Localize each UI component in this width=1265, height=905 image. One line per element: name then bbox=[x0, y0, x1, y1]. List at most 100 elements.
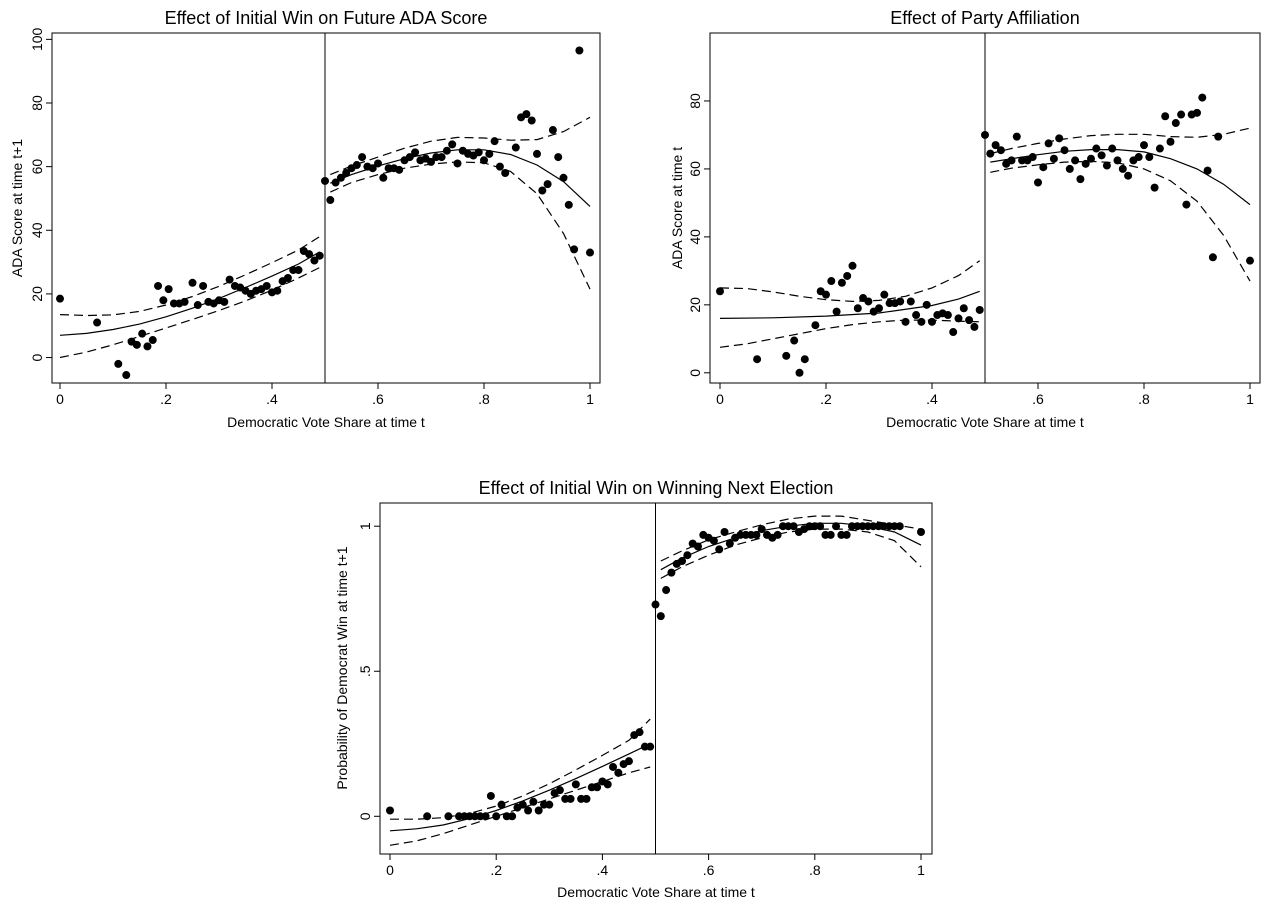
data-point bbox=[220, 297, 229, 306]
data-point bbox=[527, 116, 536, 125]
y-tick-label: .5 bbox=[357, 665, 373, 677]
data-point bbox=[427, 157, 435, 166]
data-point bbox=[538, 186, 547, 195]
ada-future-panel: Effect of Initial Win on Future ADA Scor… bbox=[9, 8, 601, 430]
y-tick-label: 80 bbox=[29, 95, 45, 111]
data-point bbox=[1049, 154, 1058, 163]
x-tick-label: 0 bbox=[716, 391, 724, 407]
data-point bbox=[448, 140, 457, 149]
data-point bbox=[1102, 161, 1111, 170]
data-point bbox=[1193, 108, 1201, 117]
data-point bbox=[368, 164, 377, 173]
data-point bbox=[912, 311, 921, 320]
confidence-band-line bbox=[719, 319, 980, 348]
confidence-band-line bbox=[59, 266, 320, 359]
data-point bbox=[832, 522, 841, 531]
data-point bbox=[837, 278, 846, 287]
data-point bbox=[1065, 164, 1074, 173]
data-point bbox=[656, 612, 665, 621]
data-point bbox=[154, 281, 163, 290]
data-point bbox=[928, 317, 936, 326]
x-tick-label: .4 bbox=[266, 391, 278, 407]
data-point bbox=[1150, 183, 1159, 192]
data-point bbox=[193, 301, 202, 310]
x-tick-label: 1 bbox=[1246, 391, 1254, 407]
win-next-election-panel: Effect of Initial Win on Winning Next El… bbox=[334, 478, 933, 900]
data-point bbox=[991, 141, 1000, 150]
data-point bbox=[996, 146, 1005, 155]
data-point bbox=[283, 274, 292, 282]
data-point bbox=[159, 296, 168, 305]
confidence-band-line bbox=[660, 528, 922, 579]
fit-line bbox=[59, 251, 320, 336]
y-axis-label: ADA Score at time t+1 bbox=[9, 139, 25, 277]
x-tick-label: .8 bbox=[478, 391, 490, 407]
data-point bbox=[1161, 112, 1170, 121]
data-point bbox=[326, 196, 335, 205]
x-tick-label: 0 bbox=[386, 862, 394, 878]
data-point bbox=[1034, 178, 1042, 187]
confidence-band-line bbox=[389, 766, 651, 846]
x-tick-label: .2 bbox=[490, 862, 502, 878]
fit-line bbox=[330, 149, 591, 207]
data-point bbox=[305, 250, 314, 259]
y-tick-label: 0 bbox=[357, 812, 373, 820]
data-point bbox=[614, 768, 623, 777]
data-point bbox=[114, 359, 123, 368]
data-point bbox=[782, 351, 791, 360]
data-point bbox=[1012, 132, 1021, 141]
x-tick-label: 1 bbox=[586, 391, 594, 407]
data-point bbox=[492, 812, 501, 821]
data-point bbox=[843, 271, 852, 280]
data-point bbox=[1134, 153, 1143, 162]
data-point bbox=[321, 176, 329, 185]
y-axis-label: ADA Score at time t bbox=[669, 147, 685, 269]
data-point bbox=[543, 180, 552, 189]
data-point bbox=[1246, 256, 1254, 265]
chart-title: Effect of Initial Win on Winning Next El… bbox=[479, 478, 834, 498]
data-point bbox=[715, 545, 724, 554]
data-point bbox=[571, 780, 580, 789]
data-point bbox=[374, 159, 382, 168]
y-tick-label: 1 bbox=[357, 522, 373, 530]
data-point bbox=[1198, 93, 1207, 102]
data-point bbox=[1208, 253, 1217, 262]
x-tick-label: .6 bbox=[372, 391, 384, 407]
data-point bbox=[917, 528, 925, 537]
x-tick-label: .8 bbox=[809, 862, 821, 878]
data-point bbox=[423, 812, 432, 821]
x-tick-label: .6 bbox=[1032, 391, 1044, 407]
data-point bbox=[555, 786, 564, 795]
data-point bbox=[646, 742, 655, 751]
data-point bbox=[795, 368, 804, 377]
data-point bbox=[1039, 163, 1048, 172]
confidence-band-line bbox=[719, 260, 981, 303]
data-point bbox=[1203, 166, 1212, 175]
y-tick-label: 60 bbox=[687, 161, 703, 177]
data-point bbox=[444, 812, 453, 821]
data-point bbox=[199, 281, 208, 290]
x-axis-label: Democratic Vote Share at time t bbox=[227, 414, 425, 430]
data-point bbox=[981, 130, 989, 139]
y-tick-label: 40 bbox=[687, 229, 703, 245]
x-tick-label: .2 bbox=[820, 391, 832, 407]
data-point bbox=[315, 251, 324, 260]
fit-lines-layer bbox=[59, 116, 591, 359]
data-point bbox=[395, 165, 404, 174]
data-point bbox=[1060, 146, 1069, 155]
data-point bbox=[180, 297, 189, 306]
data-point bbox=[1081, 159, 1090, 168]
chart-title: Effect of Initial Win on Future ADA Scor… bbox=[165, 8, 488, 28]
data-point bbox=[1087, 154, 1095, 163]
data-point bbox=[1044, 139, 1053, 148]
data-point bbox=[725, 539, 734, 548]
x-tick-label: 0 bbox=[56, 391, 64, 407]
data-point bbox=[1071, 156, 1080, 165]
chart-title: Effect of Party Affiliation bbox=[890, 8, 1079, 28]
data-point bbox=[800, 355, 809, 364]
data-point bbox=[379, 173, 388, 182]
data-point bbox=[678, 557, 687, 566]
y-tick-label: 60 bbox=[29, 159, 45, 175]
data-point bbox=[1097, 151, 1106, 160]
